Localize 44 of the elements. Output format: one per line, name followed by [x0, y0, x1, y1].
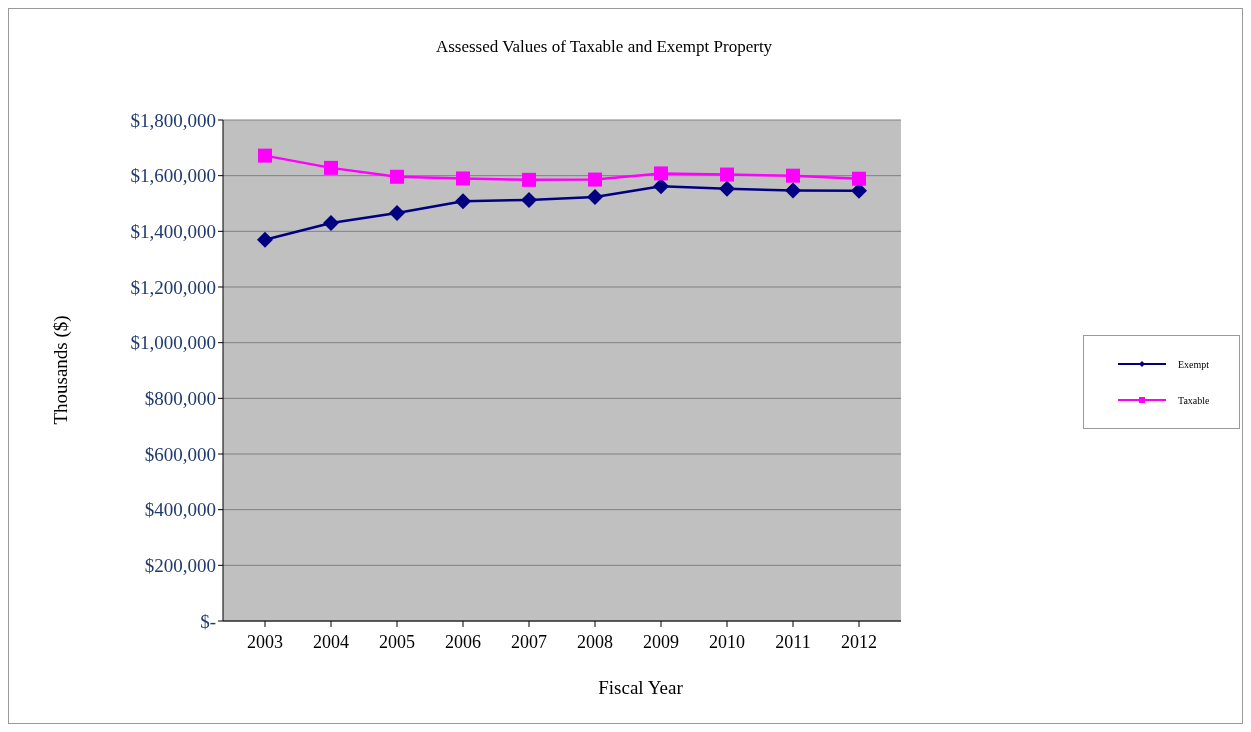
x-tick-label: 2011: [775, 631, 811, 652]
x-axis-title: Fiscal Year: [597, 677, 684, 699]
y-tick-label: $-: [200, 610, 216, 632]
point: [522, 172, 536, 187]
y-tick-label: $400,000: [144, 499, 216, 521]
point: [852, 171, 866, 186]
y-tick-label: $200,000: [144, 555, 216, 577]
x-tick-label: 2007: [511, 631, 547, 652]
point: [786, 168, 800, 183]
point: [587, 189, 603, 206]
legend-label: Exempt: [1178, 358, 1210, 370]
point: [324, 160, 338, 175]
x-tick-label: 2005: [379, 631, 415, 652]
point: [653, 178, 669, 195]
point: [390, 169, 404, 184]
point: [257, 231, 273, 248]
y-tick-label: $1,400,000: [130, 221, 216, 243]
y-tick-label: $1,000,000: [130, 332, 216, 354]
point: [456, 171, 470, 186]
point: [785, 182, 801, 199]
y-tick-label: $600,000: [144, 443, 216, 465]
point: [389, 204, 405, 221]
legend-label: Taxable: [1178, 394, 1210, 406]
point: [654, 166, 668, 181]
y-tick-label: $800,000: [144, 388, 216, 410]
point: [323, 214, 339, 231]
x-tick-label: 2010: [709, 631, 745, 652]
x-tick-label: 2012: [841, 631, 877, 652]
x-tick-label: 2006: [445, 631, 481, 652]
x-tick-label: 2004: [313, 631, 349, 652]
y-tick-label: $1,200,000: [130, 276, 216, 298]
x-tick-label: 2008: [577, 631, 613, 652]
y-tick-label: $1,600,000: [130, 165, 216, 187]
point: [455, 193, 471, 210]
chart-title: Assessed Values of Taxable and Exempt Property: [434, 37, 774, 57]
point: [521, 191, 537, 208]
point: [258, 148, 272, 163]
x-tick-label: 2009: [643, 631, 679, 652]
point: [719, 180, 735, 197]
x-tick-label: 2003: [247, 631, 283, 652]
y-tick-label: $1,800,000: [130, 109, 216, 131]
point: [720, 167, 734, 182]
y-axis-title: Thousands ($): [50, 315, 72, 425]
point: [588, 172, 602, 187]
